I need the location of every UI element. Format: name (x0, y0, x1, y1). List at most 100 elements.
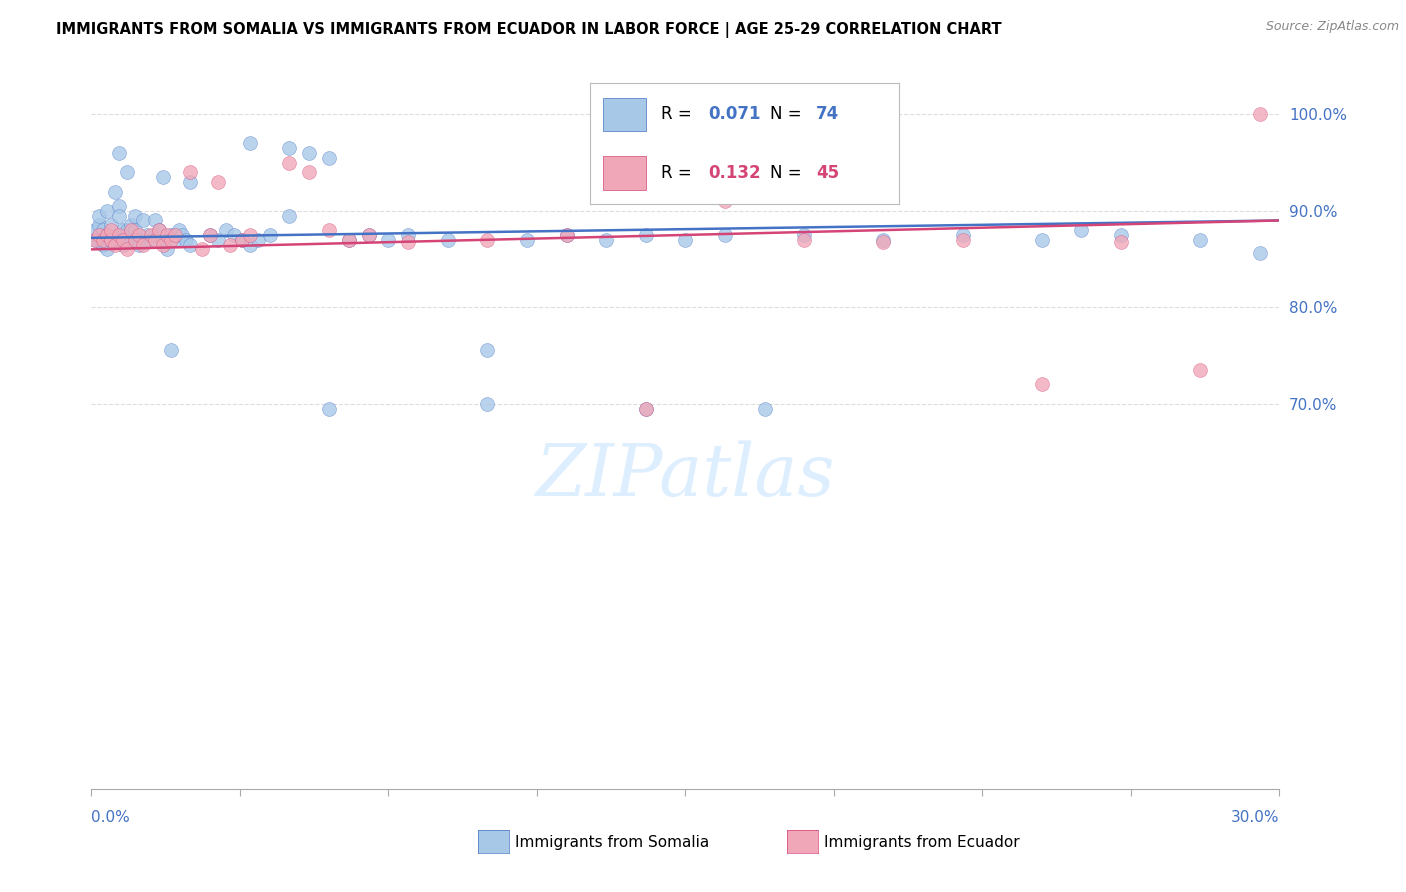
Point (91, 223, 114, 237)
Point (89, 233, 111, 247)
Point (200, 227, 222, 242)
Point (100, 233, 122, 247)
Point (516, 233, 538, 247)
Point (143, 233, 166, 247)
Point (634, 401, 657, 416)
Point (159, 233, 181, 247)
Point (120, 219, 142, 233)
Point (278, 141, 301, 155)
Point (124, 209, 146, 223)
Text: Immigrants from Ecuador: Immigrants from Ecuador (824, 835, 1019, 849)
Point (436, 233, 458, 247)
Point (754, 401, 776, 416)
Point (396, 235, 419, 249)
Point (673, 233, 696, 247)
Point (318, 401, 340, 416)
Point (89, 209, 111, 223)
Point (477, 233, 499, 247)
Point (104, 185, 127, 199)
Point (91, 227, 114, 242)
Point (100, 223, 122, 237)
Text: Immigrants from Somalia: Immigrants from Somalia (515, 835, 709, 849)
Text: ZIPatlas: ZIPatlas (536, 440, 835, 511)
Point (872, 235, 894, 249)
Point (112, 223, 135, 237)
Point (298, 145, 321, 160)
Point (96, 203, 118, 218)
Point (634, 401, 657, 416)
Point (1109, 235, 1132, 249)
Point (104, 237, 127, 252)
Text: 30.0%: 30.0% (1232, 810, 1279, 825)
Point (872, 233, 894, 247)
Point (132, 237, 155, 252)
Point (555, 227, 578, 242)
Point (318, 223, 340, 237)
Point (84, 233, 107, 247)
Point (179, 175, 201, 189)
Point (159, 343, 181, 357)
Point (112, 237, 135, 252)
Point (152, 237, 174, 252)
Point (148, 223, 170, 237)
Point (793, 227, 815, 242)
Point (793, 233, 815, 247)
Point (231, 233, 253, 247)
Point (128, 237, 150, 252)
Point (207, 233, 229, 247)
Point (1031, 233, 1053, 247)
Point (104, 233, 127, 247)
Point (477, 343, 499, 357)
Point (135, 227, 157, 242)
Point (191, 243, 214, 257)
Point (555, 227, 578, 242)
Point (100, 233, 122, 247)
Point (222, 227, 245, 242)
Point (298, 165, 321, 179)
Point (128, 233, 150, 247)
Point (156, 227, 179, 242)
Point (239, 136, 262, 151)
Point (96, 227, 118, 242)
Text: IMMIGRANTS FROM SOMALIA VS IMMIGRANTS FROM ECUADOR IN LABOR FORCE | AGE 25-29 CO: IMMIGRANTS FROM SOMALIA VS IMMIGRANTS FR… (56, 22, 1002, 38)
Point (1249, 246, 1271, 260)
Point (159, 227, 181, 242)
Point (124, 223, 146, 237)
Point (96, 243, 118, 257)
Point (357, 227, 380, 242)
Point (1189, 233, 1212, 247)
Point (108, 199, 131, 213)
Point (246, 233, 269, 247)
Point (89, 227, 111, 242)
Point (1031, 377, 1053, 392)
Point (259, 227, 281, 242)
Point (163, 233, 186, 247)
Point (377, 233, 399, 247)
Point (152, 233, 174, 247)
Point (396, 227, 419, 242)
Point (156, 243, 179, 257)
Point (179, 165, 201, 179)
Point (91, 233, 114, 247)
Point (96, 227, 118, 242)
Point (163, 227, 186, 242)
Point (115, 165, 138, 179)
Point (1070, 223, 1092, 237)
Point (128, 227, 150, 242)
Point (239, 227, 262, 242)
Point (200, 227, 222, 242)
Point (120, 223, 142, 237)
Point (714, 194, 737, 209)
Point (477, 397, 499, 411)
Point (84, 223, 107, 237)
Point (952, 233, 974, 247)
Point (139, 233, 162, 247)
Point (91, 237, 114, 252)
Point (112, 233, 135, 247)
Point (84, 233, 107, 247)
Point (108, 227, 131, 242)
Point (634, 227, 657, 242)
Point (152, 170, 174, 185)
Point (714, 227, 737, 242)
Point (357, 227, 380, 242)
